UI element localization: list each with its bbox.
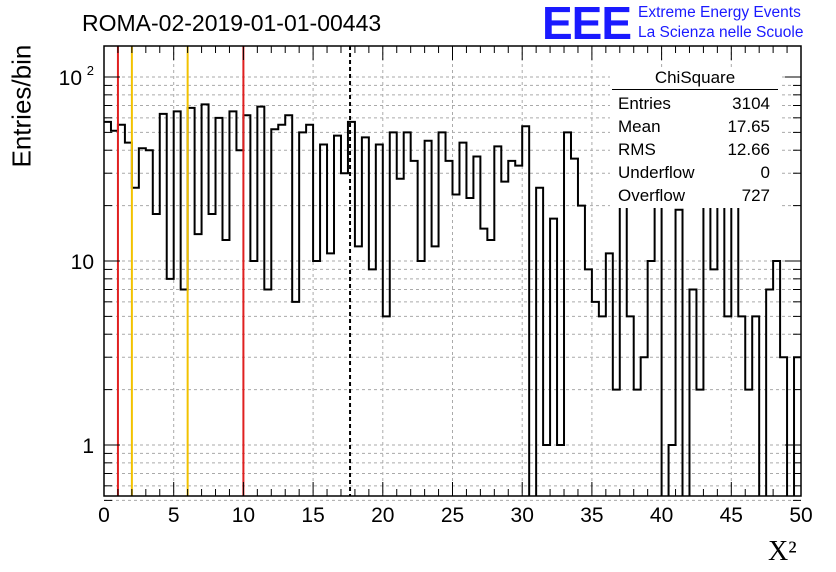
x-tick-label: 50	[789, 504, 812, 527]
stats-value: 727	[741, 186, 770, 205]
x-tick-label: 20	[371, 504, 394, 527]
logo-line-2: La Scienza nelle Scuole	[638, 24, 804, 41]
y-axis-label: Entries/bin	[6, 44, 37, 168]
stats-divider	[612, 89, 778, 90]
x-tick-label: 0	[98, 504, 110, 527]
x-tick-label: 35	[580, 504, 603, 527]
x-tick-label: 25	[441, 504, 464, 527]
stats-value: 0	[760, 163, 770, 182]
y-tick-exponent: 2	[87, 63, 94, 78]
y-tick-label: 10	[59, 67, 82, 90]
histogram-series	[104, 103, 801, 496]
x-tick-label: 40	[650, 504, 673, 527]
x-tick-label: 45	[720, 504, 743, 527]
stats-value: 12.66	[727, 140, 770, 159]
stats-label: RMS	[618, 140, 656, 159]
x-tick-label: 5	[168, 504, 180, 527]
x-tick-label: 10	[232, 504, 255, 527]
chart-title: ROMA-02-2019-01-01-00443	[82, 10, 382, 36]
stats-value: 3104	[732, 94, 770, 113]
stats-label: Mean	[618, 117, 661, 136]
y-tick-label: 1	[82, 435, 94, 458]
x-tick-label: 15	[301, 504, 324, 527]
logo-line-1: Extreme Energy Events	[638, 4, 801, 21]
stats-value: 17.65	[727, 117, 770, 136]
stats-label: Entries	[618, 94, 671, 113]
x-tick-label: 30	[511, 504, 534, 527]
stats-label: Overflow	[618, 186, 686, 205]
stats-title: ChiSquare	[654, 68, 736, 87]
stats-box: ChiSquare Entries 3104 Mean 17.65 RMS 12…	[610, 68, 780, 208]
stats-label: Underflow	[618, 163, 695, 182]
y-tick-label: 10	[71, 251, 94, 274]
x-axis-label: X²	[768, 536, 797, 567]
eee-logo: EEE	[542, 0, 632, 49]
